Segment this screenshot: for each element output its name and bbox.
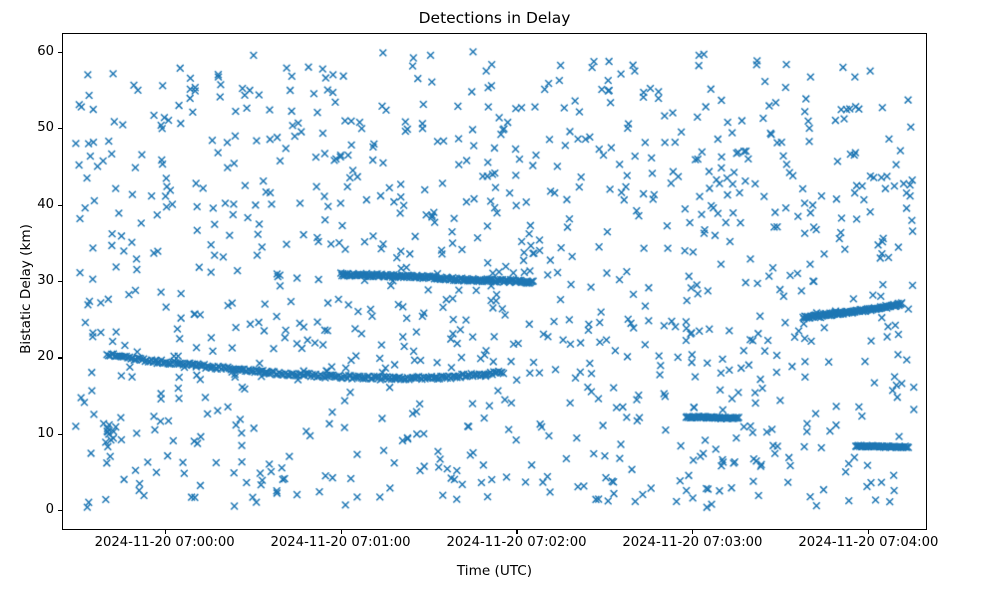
y-tick-mark (58, 52, 62, 54)
x-tick-label: 2024-11-20 07:01:00 (270, 535, 411, 550)
y-tick-mark (58, 281, 62, 283)
x-tick-mark (516, 530, 518, 534)
y-tick-mark (58, 204, 62, 206)
y-tick-mark (58, 510, 62, 512)
plot-axes (62, 33, 927, 530)
x-tick-label: 2024-11-20 07:04:00 (798, 535, 939, 550)
y-tick-mark (58, 357, 62, 359)
y-tick-label: 50 (37, 120, 54, 136)
chart-title: Detections in Delay (418, 9, 571, 27)
y-tick-label: 30 (37, 273, 54, 289)
y-axis-label: Bistatic Delay (km) (18, 224, 34, 354)
y-tick-label: 20 (37, 349, 54, 365)
x-tick-label: 2024-11-20 07:03:00 (622, 535, 763, 550)
x-axis-label: Time (UTC) (456, 563, 533, 579)
y-tick-label: 60 (37, 44, 54, 60)
y-tick-label: 40 (37, 196, 54, 212)
x-tick-mark (164, 530, 166, 534)
y-tick-mark (58, 128, 62, 130)
y-tick-label: 0 (45, 502, 54, 518)
x-tick-mark (868, 530, 870, 534)
x-tick-label: 2024-11-20 07:02:00 (446, 535, 587, 550)
x-tick-mark (692, 530, 694, 534)
y-tick-label: 10 (37, 425, 54, 441)
x-tick-mark (340, 530, 342, 534)
y-tick-mark (58, 433, 62, 435)
scatter-plot-canvas (63, 34, 926, 529)
x-tick-label: 2024-11-20 07:00:00 (94, 535, 235, 550)
